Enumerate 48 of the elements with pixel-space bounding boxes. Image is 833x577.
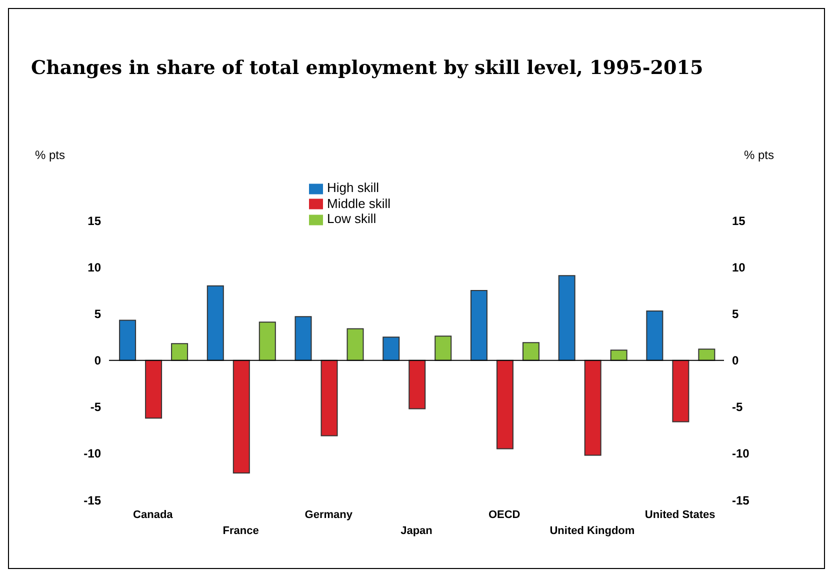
x-tick-label: Canada — [133, 509, 174, 521]
bar — [232, 360, 250, 474]
y-tick-label: 5 — [94, 307, 102, 322]
bar — [258, 322, 276, 361]
x-tick-label: United States — [644, 509, 716, 521]
legend-label: Low skill — [327, 211, 376, 226]
bar — [584, 360, 602, 456]
bar — [558, 275, 576, 361]
bar — [320, 360, 338, 436]
x-tick-label: United Kingdom — [550, 525, 635, 537]
x-tick-label: Japan — [400, 525, 433, 537]
x-tick-label: France — [222, 525, 259, 537]
bar — [294, 316, 312, 361]
x-tick-label: OECD — [488, 509, 520, 521]
bar — [119, 320, 136, 361]
bar — [610, 350, 628, 361]
y2-tick-label: 10 — [732, 260, 746, 274]
y-tick-label: -5 — [90, 400, 102, 414]
bar — [672, 360, 690, 422]
bar — [145, 360, 162, 419]
bar — [171, 343, 188, 361]
y-tick-label: -15 — [84, 493, 102, 508]
y2-axis-title: % pts — [744, 148, 774, 162]
y2-tick-label: -15 — [732, 493, 750, 508]
legend-label: Middle skill — [327, 196, 391, 211]
bar — [496, 360, 514, 450]
y2-tick-label: -5 — [732, 400, 743, 414]
bar — [382, 336, 400, 361]
y-tick-label: -10 — [84, 446, 102, 461]
x-tick-label: Germany — [304, 509, 354, 521]
bar — [646, 310, 664, 361]
bar — [408, 360, 426, 410]
y-tick-label: 15 — [88, 214, 102, 228]
y-axis-title: % pts — [35, 148, 66, 162]
y2-tick-label: -10 — [732, 446, 750, 461]
bar — [346, 328, 364, 361]
bar — [470, 290, 488, 361]
y-tick-label: 10 — [88, 260, 102, 274]
bar — [206, 285, 224, 361]
bar — [698, 348, 716, 361]
legend-label: High skill — [327, 180, 380, 195]
bar — [434, 336, 452, 361]
y2-tick-label: 0 — [732, 354, 739, 368]
y2-tick-label: 5 — [732, 307, 739, 322]
chart-title: Changes in share of total employment by skill level, 1995-2015 — [31, 57, 704, 79]
y-tick-label: 0 — [94, 354, 102, 368]
bar — [522, 342, 540, 361]
y2-tick-label: 15 — [732, 214, 746, 228]
